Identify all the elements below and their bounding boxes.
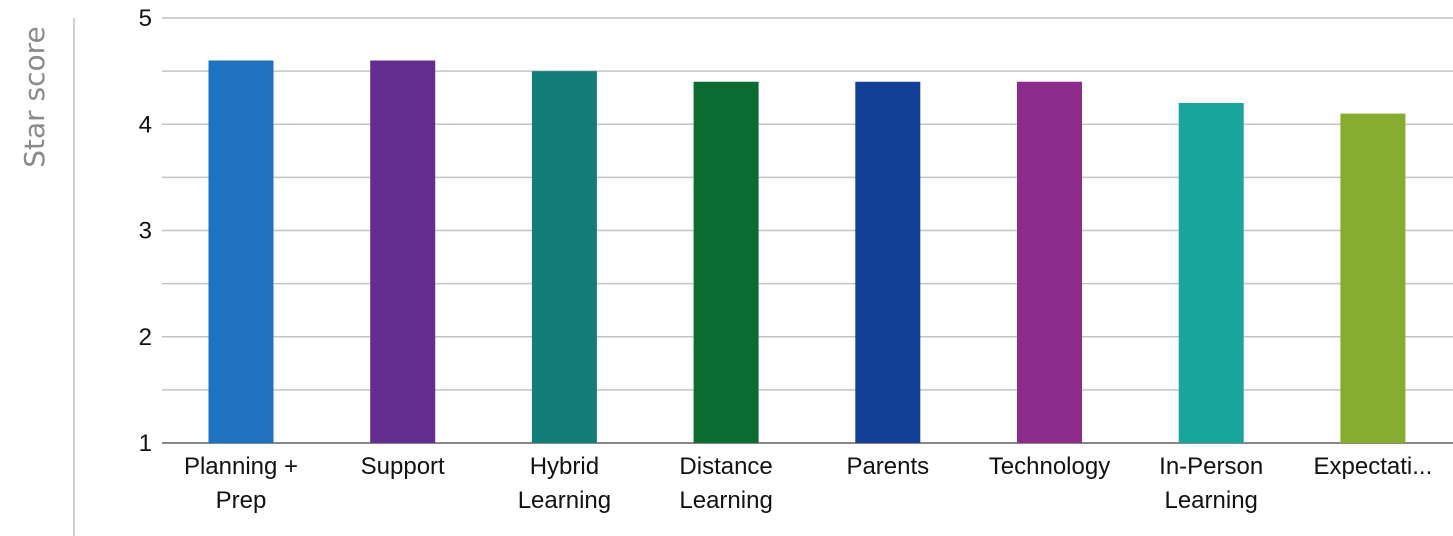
x-category-label-line: Planning + — [184, 453, 298, 480]
bar — [1340, 113, 1406, 443]
y-axis-label: Star score — [18, 26, 51, 168]
x-category-label: Parents — [846, 453, 929, 480]
y-tick-labels: 1 2 3 4 5 — [139, 5, 152, 457]
x-category-label: Expectati... — [1314, 453, 1433, 480]
x-category-label-line: Distance — [679, 453, 772, 480]
x-category-label-line: Prep — [216, 487, 267, 514]
x-category-label: Planning + Prep — [184, 453, 298, 514]
x-category-label-line: Learning — [518, 487, 611, 514]
y-tick-label: 4 — [139, 111, 152, 138]
bar — [1017, 81, 1082, 443]
x-category-label: Distance Learning — [679, 453, 772, 514]
x-category-label-line: Expectati... — [1314, 453, 1433, 480]
x-category-label-line: Hybrid — [530, 453, 599, 480]
x-category-label-line: Learning — [679, 487, 772, 514]
bar — [370, 60, 436, 443]
y-tick-label: 3 — [139, 218, 152, 245]
x-category-label-line: Support — [361, 453, 445, 480]
gridlines — [162, 17, 1453, 444]
x-category-label: Hybrid Learning — [518, 453, 611, 514]
bar — [208, 60, 274, 443]
y-tick-label: 2 — [139, 324, 152, 351]
x-category-label-line: Parents — [846, 453, 929, 480]
bars — [208, 60, 1406, 443]
bar — [1178, 103, 1244, 443]
y-tick-label: 5 — [139, 5, 152, 32]
bar — [693, 81, 759, 443]
x-category-label: In-Person Learning — [1159, 453, 1263, 514]
bar — [855, 81, 921, 443]
x-category-label-line: Learning — [1164, 487, 1257, 514]
x-category-label-line: Technology — [989, 453, 1110, 480]
y-tick-label: 1 — [139, 430, 152, 457]
bar — [531, 71, 597, 443]
x-category-label-line: In-Person — [1159, 453, 1263, 480]
x-category-label: Support — [361, 453, 445, 480]
x-category-label: Technology — [989, 453, 1110, 480]
